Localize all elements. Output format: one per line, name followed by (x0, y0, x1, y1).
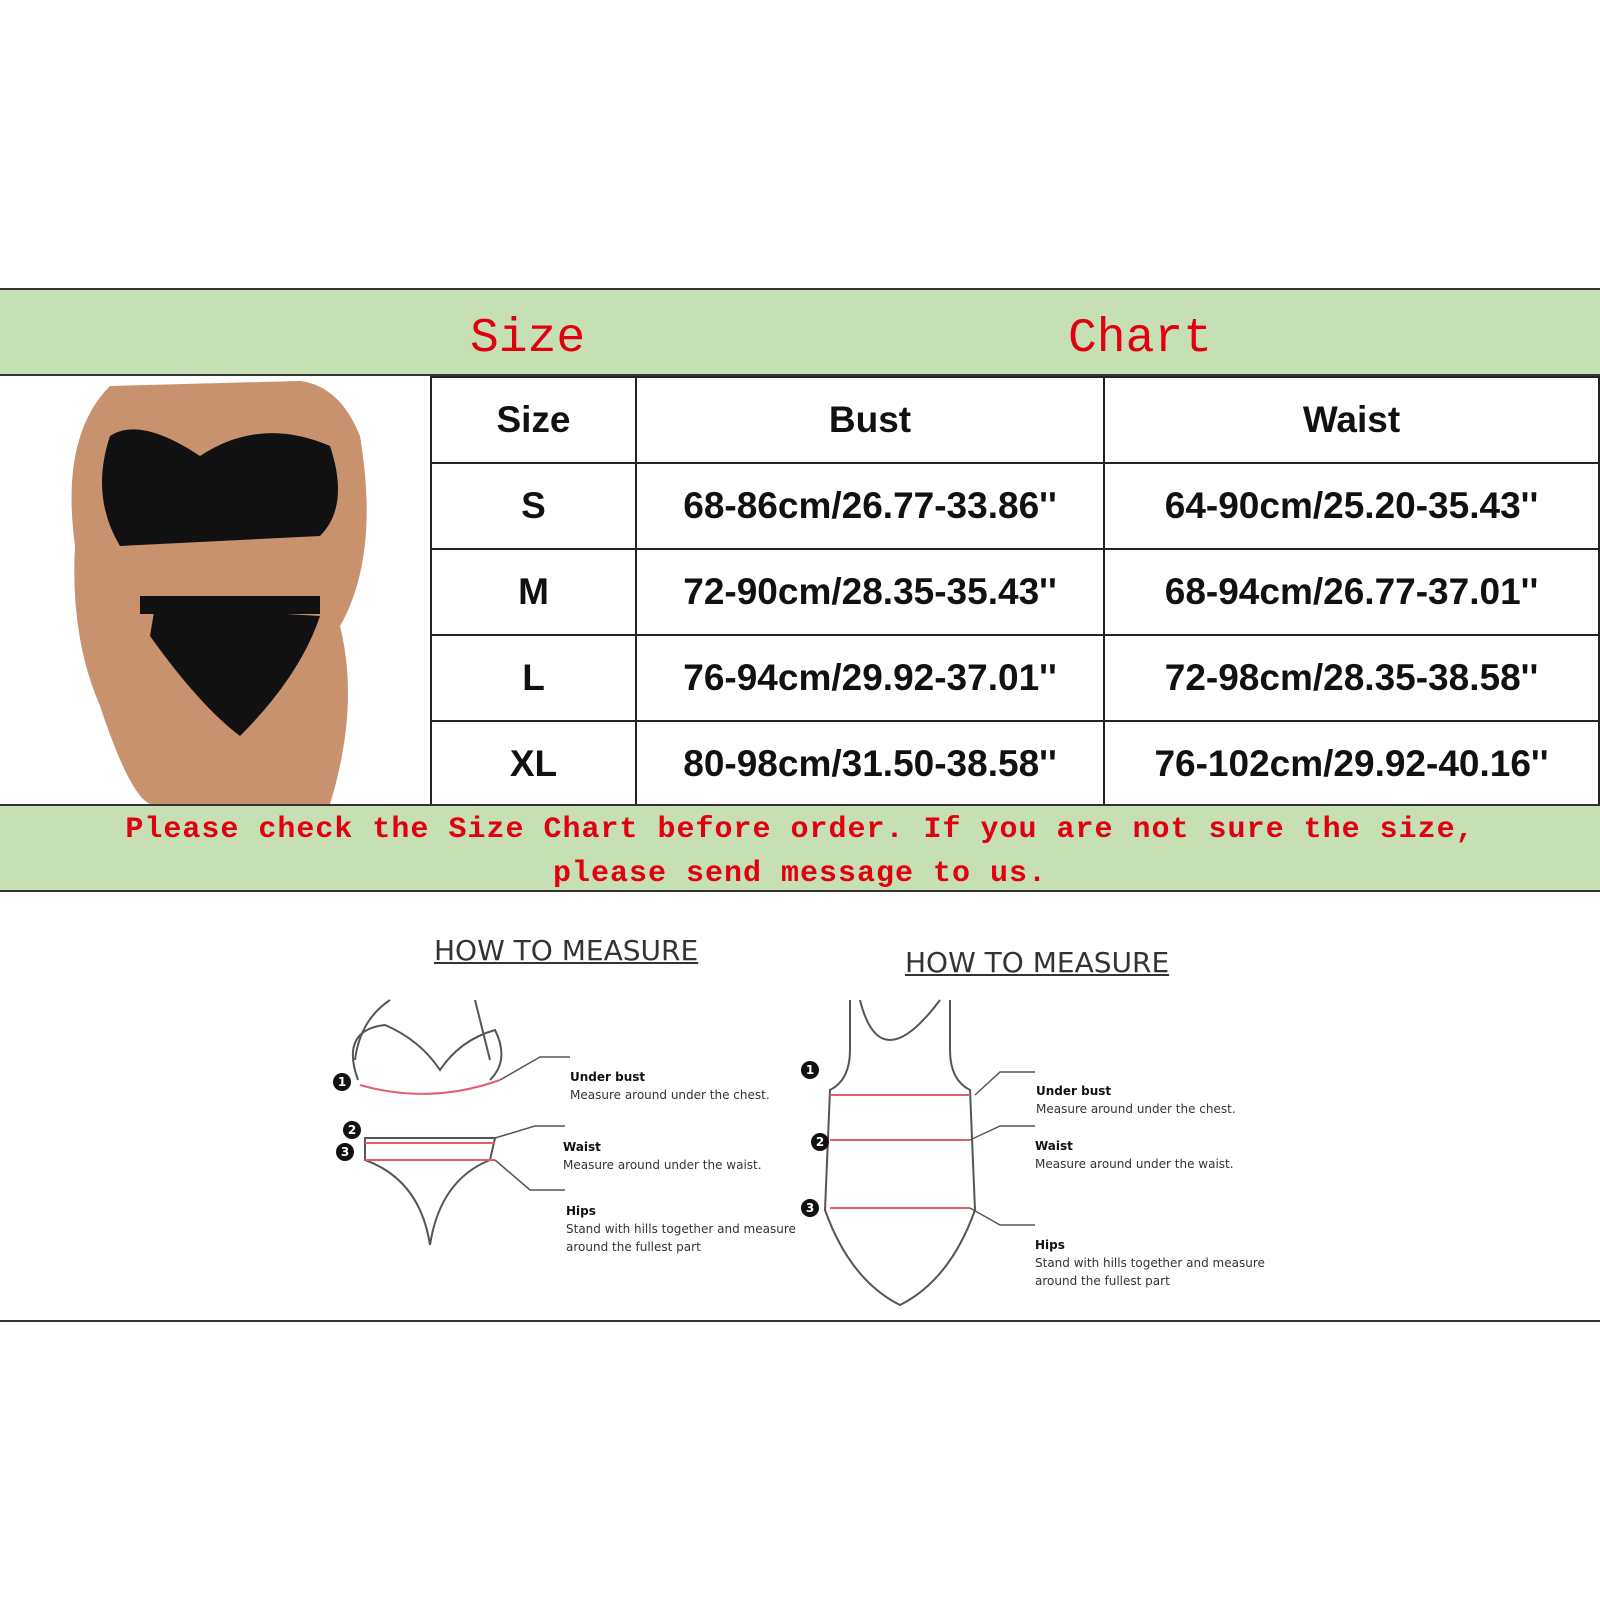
table-row: S 68-86cm/26.77-33.86'' 64-90cm/25.20-35.4… (430, 462, 1600, 550)
how-to-measure-title-right: HOW TO MEASURE (905, 946, 1170, 979)
step-1: 1 (338, 1075, 346, 1089)
product-photo (0, 376, 430, 804)
cell-waist: 76-102cm/29.92-40.16'' (1103, 720, 1600, 808)
header-bust: Bust (635, 376, 1105, 464)
title-size: Size (470, 312, 586, 366)
label-hips-left: Hips Stand with hills together and measur… (566, 1204, 796, 1254)
table-row: L 76-94cm/29.92-37.01'' 72-98cm/28.35-38.5… (430, 634, 1600, 722)
cell-waist: 64-90cm/25.20-35.43'' (1103, 462, 1600, 550)
label-under-bust-left: Under bust Measure around under the chest… (570, 1070, 770, 1102)
how-to-measure-title-left: HOW TO MEASURE (434, 934, 699, 967)
notice-line-2: please send message to us. (552, 857, 1048, 891)
notice-line-1: Please check the Size Chart before order… (125, 813, 1475, 847)
cell-bust: 80-98cm/31.50-38.58'' (635, 720, 1105, 808)
step-1: 1 (806, 1063, 814, 1077)
cell-size: XL (430, 720, 637, 808)
label-waist-left: Waist Measure around under the waist. (563, 1140, 762, 1172)
title-band: Size Chart (0, 288, 1600, 376)
step-3: 3 (341, 1145, 349, 1159)
header-waist: Waist (1103, 376, 1600, 464)
cell-waist: 72-98cm/28.35-38.58'' (1103, 634, 1600, 722)
notice-band: Please check the Size Chart before order… (0, 804, 1600, 892)
step-3: 3 (806, 1201, 814, 1215)
step-2: 2 (348, 1123, 356, 1137)
step-number-icons (333, 1061, 829, 1217)
table-header-row: Size Bust Waist (430, 376, 1600, 464)
cell-waist: 68-94cm/26.77-37.01'' (1103, 548, 1600, 636)
label-hips-right: Hips Stand with hills together and measur… (1035, 1238, 1265, 1288)
label-under-bust-right: Under bust Measure around under the chest… (1036, 1084, 1236, 1116)
divider (0, 1320, 1600, 1322)
title-chart: Chart (1068, 312, 1213, 366)
cell-bust: 68-86cm/26.77-33.86'' (635, 462, 1105, 550)
header-size: Size (430, 376, 637, 464)
cell-size: L (430, 634, 637, 722)
cell-bust: 76-94cm/29.92-37.01'' (635, 634, 1105, 722)
size-table: Size Bust Waist S 68-86cm/26.77-33.86'' 64… (430, 376, 1600, 808)
cell-size: S (430, 462, 637, 550)
cell-bust: 72-90cm/28.35-35.43'' (635, 548, 1105, 636)
measure-diagrams: 1 2 3 1 2 3 (333, 999, 1035, 1307)
label-waist-right: Waist Measure around under the waist. (1035, 1139, 1234, 1171)
table-row: XL 80-98cm/31.50-38.58'' 76-102cm/29.92-40… (430, 720, 1600, 808)
table-row: M 72-90cm/28.35-35.43'' 68-94cm/26.77-37.0… (430, 548, 1600, 636)
cell-size: M (430, 548, 637, 636)
step-2: 2 (816, 1135, 824, 1149)
